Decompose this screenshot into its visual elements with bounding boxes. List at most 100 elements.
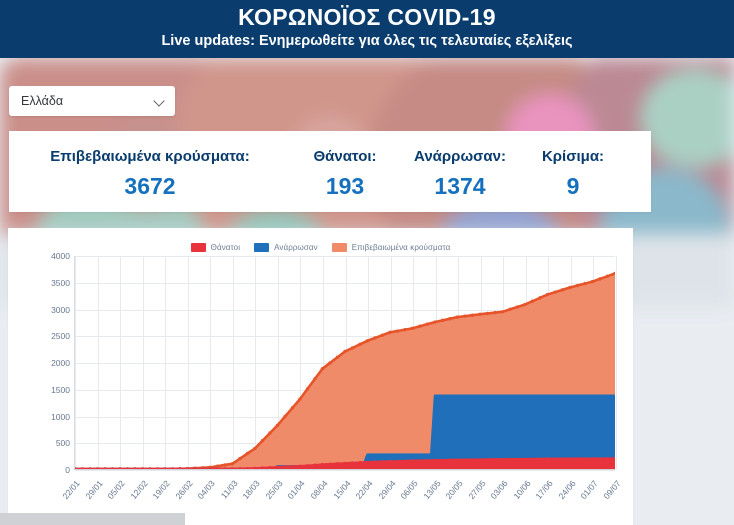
series-point (95, 467, 100, 469)
series-point (268, 465, 272, 469)
series-point (178, 467, 182, 469)
series-point (530, 457, 535, 461)
series-point (298, 464, 302, 469)
series-point (245, 451, 250, 456)
series-point (500, 310, 505, 314)
gridline-vertical (616, 256, 617, 469)
series-point (155, 467, 160, 469)
series-point (260, 439, 265, 443)
page-title: ΚΟΡΩΝΟΪΟΣ COVID-19 (238, 4, 496, 30)
series-point (103, 467, 107, 469)
series-point (388, 459, 392, 464)
series-point (493, 457, 497, 462)
series-point (493, 310, 497, 315)
page-subtitle: Live updates: Ενημερωθείτε για όλες τις … (161, 33, 573, 49)
series-point (290, 464, 295, 469)
series-point (433, 458, 437, 463)
series-point (545, 292, 550, 297)
gridline-vertical (210, 256, 212, 469)
stat-value: 1374 (434, 173, 486, 199)
series-point (268, 431, 272, 435)
series-point (598, 277, 602, 281)
gridline-vertical (187, 256, 189, 469)
series-point (185, 467, 190, 469)
y-axis-tick-label: 2000 (51, 358, 70, 368)
plot-area (74, 256, 617, 471)
legend-item-confirmed[interactable]: Επιβεβαιωμένα κρούσματα (331, 243, 451, 252)
series-point (463, 314, 467, 318)
series-point (193, 467, 197, 469)
chart-series-svg (75, 271, 615, 469)
series-point (395, 459, 400, 464)
series-point (320, 366, 325, 371)
gridline-horizontal (75, 336, 615, 338)
series-point (575, 283, 580, 288)
series-point (358, 342, 362, 347)
legend-label: Θάνατοι (210, 243, 241, 252)
gridline-vertical (97, 256, 99, 469)
y-axis-tick-label: 1000 (51, 411, 70, 422)
country-select-value: Ελλάδα (21, 94, 64, 108)
gridline-vertical (255, 256, 257, 469)
series-point (598, 457, 602, 461)
series-point (410, 459, 415, 463)
stat-value: 193 (325, 173, 365, 199)
series-point (515, 457, 520, 461)
series-point (313, 463, 317, 467)
series-point (403, 327, 407, 332)
series-point (305, 387, 310, 391)
series-point (223, 463, 227, 467)
series-area (75, 395, 615, 469)
stat-label: Ανάρρωσαν: (414, 148, 506, 165)
series-point (380, 333, 385, 337)
series-point (538, 457, 542, 461)
country-select[interactable]: Ελλάδα (9, 86, 175, 116)
series-point (253, 466, 257, 469)
series-point (238, 467, 242, 469)
stat-label: Κρίσιμα: (541, 148, 605, 165)
gridline-vertical (300, 256, 302, 469)
series-point (313, 377, 317, 381)
series-point (118, 467, 122, 469)
stats-summary-card: Επιβεβαιωμένα κρούσματα: 3672 Θάνατοι: 1… (9, 131, 651, 212)
legend-item-recovered[interactable]: Ανάρρωσαν (254, 243, 318, 252)
series-point (125, 467, 130, 469)
y-axis-tick-label: 4000 (51, 251, 70, 261)
series-point (358, 461, 362, 465)
series-point (298, 397, 302, 401)
legend-item-deaths[interactable]: Θάνατοι (190, 243, 241, 252)
series-point (253, 446, 257, 451)
series-point (260, 466, 265, 469)
series-point (410, 326, 415, 331)
series-point (508, 457, 512, 462)
series-point (560, 288, 565, 292)
stat-deaths: Θάνατοι: 193 (291, 142, 399, 201)
series-point (583, 457, 587, 461)
gridline-vertical (322, 256, 324, 469)
series-point (575, 457, 580, 461)
series-point (373, 460, 377, 464)
series-point (590, 457, 595, 461)
series-point (275, 423, 280, 427)
gridline-horizontal (75, 256, 615, 257)
y-axis-tick-label: 500 (55, 438, 70, 449)
gridline-vertical (120, 256, 122, 469)
legend-swatch-confirmed (331, 243, 347, 252)
stat-confirmed-cases: Επιβεβαιωμένα κρούσματα: 3672 (9, 142, 291, 201)
series-point (485, 457, 490, 462)
series-point (305, 464, 310, 468)
series-point (485, 311, 490, 316)
series-point (418, 324, 422, 328)
plot-wrapper: 0 500 1000 1500 2000 2500 3000 3500 4000 22/01 29… (8, 251, 633, 525)
series-point (388, 330, 392, 335)
series-point (238, 456, 242, 461)
series-point (425, 322, 430, 326)
series-point (583, 281, 587, 286)
horizontal-scrollbar[interactable] (0, 513, 185, 525)
series-point (110, 467, 115, 469)
series-point (448, 458, 452, 462)
gridline-horizontal (75, 282, 615, 284)
series-point (545, 457, 550, 461)
gridline-horizontal (75, 309, 615, 311)
series-point (538, 296, 542, 300)
